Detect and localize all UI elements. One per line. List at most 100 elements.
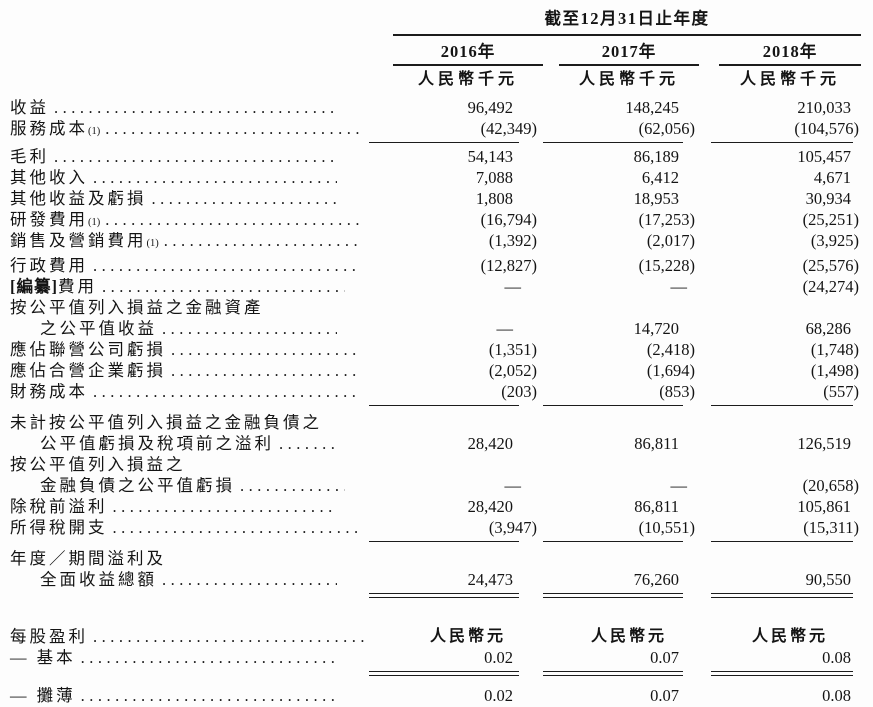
row-label-line: 銷售及營銷費用 (1)	[10, 230, 387, 251]
table-row: 應佔合營企業虧損 (2,052) (1,694) (1,498)	[10, 360, 861, 381]
value-cell-2017: 18,953	[633, 189, 679, 208]
rule-cell-2017	[543, 139, 691, 146]
row-label-line2: 全面收益總額	[10, 569, 363, 590]
single-rule	[543, 541, 683, 542]
row-label: 按公平值列入損益之金融負債之公平值虧損	[10, 454, 371, 496]
value-cell-2018: (1,498)	[810, 361, 859, 380]
table-row: — 基本 0.02 0.07 0.08	[10, 647, 861, 668]
rule-row	[10, 139, 861, 146]
redacted-marker: [編纂]	[10, 277, 58, 296]
row-label-line: — 基本	[10, 647, 363, 668]
row-label-line1: 按公平值列入損益之	[10, 455, 186, 474]
value-cell-2017: 86,811	[634, 434, 679, 453]
row-label-line: 應佔合營企業虧損	[10, 360, 387, 381]
row-label: 其他收入	[10, 167, 363, 188]
value-cell-2017: (15,228)	[638, 256, 695, 275]
row-label-text: 全面收益總額	[40, 570, 157, 589]
value-cell-2016: 24,473	[467, 570, 513, 589]
row-label-line: — 攤薄	[10, 685, 363, 706]
value-cell-2018: (104,576)	[794, 119, 859, 138]
table-row: 服務成本(1) (42,349) (62,056) (104,576)	[10, 118, 861, 139]
rule-cell-2017	[543, 590, 691, 600]
rule-cell-2018	[711, 668, 861, 678]
value-cell-2018: 0.08	[822, 648, 851, 668]
value-cell-2016: 0.02	[484, 648, 513, 668]
unit-header-2016: 人民幣千元	[417, 71, 518, 88]
dot-leader	[147, 188, 338, 209]
single-rule	[369, 541, 519, 542]
dot-leader	[100, 209, 361, 230]
value-cell-2018: 105,861	[797, 497, 851, 516]
value-cell-2016: 96,492	[467, 98, 513, 117]
value-cell-2017: (2,017)	[646, 231, 695, 250]
period-header-label: 截至12月31日止年度	[544, 9, 710, 28]
row-label: 收益	[10, 97, 363, 118]
row-label: 按公平值列入損益之金融資產 之公平值收益	[10, 297, 363, 339]
value-cell-2017: (62,056)	[638, 119, 695, 138]
value-cell-2018: 90,550	[805, 570, 851, 589]
value-cell-2017: —	[670, 476, 688, 495]
period-header-cell: 截至12月31日止年度	[393, 5, 861, 36]
double-rule	[543, 671, 683, 677]
value-cell-2018: (557)	[823, 382, 859, 401]
value-cell-2018: 4,671	[813, 168, 851, 187]
table-row: 研發費用(1) (16,794) (17,253) (25,251)	[10, 209, 861, 230]
single-rule	[543, 142, 683, 143]
value-cell-2017: (2,418)	[646, 340, 695, 359]
dot-leader	[76, 647, 337, 668]
row-label: 行政費用	[10, 255, 387, 276]
dot-leader	[166, 360, 361, 381]
dot-leader	[108, 496, 338, 517]
value-cell-2018: 30,934	[805, 189, 851, 208]
rule-cell-2018	[711, 538, 861, 545]
rule-cell-2016	[369, 538, 527, 545]
table-body: 收益 96,492 148,245 210,033 服務成本(1) (42,349) (62…	[10, 97, 861, 707]
double-rule	[543, 593, 683, 599]
dot-leader	[88, 167, 337, 188]
row-label: — 攤薄	[10, 685, 363, 706]
value-cell-2016: 7,088	[475, 168, 513, 187]
table-row: 收益 96,492 148,245 210,033	[10, 97, 861, 118]
value-cell-2016: 1,808	[475, 189, 513, 208]
value-cell-2018: (15,311)	[803, 518, 859, 537]
value-cell-2016: 28,420	[467, 434, 513, 453]
value-cell-2017: 86,811	[634, 497, 679, 516]
table-header: 截至12月31日止年度	[10, 5, 861, 36]
row-label: 研發費用 (1)	[10, 209, 387, 230]
value-cell-2017: —	[670, 277, 688, 296]
row-label-text: 金融負債之公平值虧損	[40, 476, 235, 495]
value-cell-2018: 68,286	[805, 319, 851, 338]
row-label-text: — 攤薄	[10, 686, 76, 706]
value-cell-2018: (3,925)	[810, 231, 859, 250]
value-cell-2016: 54,143	[467, 147, 513, 166]
row-label-text: 銷售及營銷費用	[10, 231, 147, 250]
row-label: 應佔合營企業虧損	[10, 360, 387, 381]
single-rule	[369, 142, 519, 143]
row-label: 應佔聯營公司虧損	[10, 339, 387, 360]
value-cell-2017: (1,694)	[646, 361, 695, 380]
table-row: 行政費用 (12,827) (15,228) (25,576)	[10, 255, 861, 276]
dot-leader	[100, 118, 361, 139]
value-cell-2016: (3,947)	[488, 518, 537, 537]
rule-cell-2018	[711, 139, 861, 146]
dot-leader	[157, 318, 337, 339]
value-cell-2018: 105,457	[797, 147, 851, 166]
rule-cell-2016	[369, 139, 527, 146]
value-cell-2017: 14,720	[633, 319, 679, 338]
row-label-line1: 未計按公平值列入損益之金融負債之	[10, 413, 322, 432]
value-cell-2016: —	[504, 476, 522, 495]
row-label-text: 收益	[10, 98, 49, 117]
value-cell-2017: (10,551)	[638, 518, 695, 537]
value-cell-2017: 0.07	[650, 648, 679, 668]
rule-cell-2016	[369, 590, 527, 600]
row-label-line: 收益	[10, 97, 363, 118]
row-label-text: 行政費用	[10, 256, 88, 275]
dot-leader	[159, 230, 361, 251]
unit-header-2018: 人民幣千元	[739, 71, 840, 88]
dot-leader	[166, 339, 361, 360]
dot-leader	[49, 146, 337, 167]
row-label-line: 服務成本 (1)	[10, 118, 387, 139]
value-cell-2018: (24,274)	[802, 277, 859, 296]
